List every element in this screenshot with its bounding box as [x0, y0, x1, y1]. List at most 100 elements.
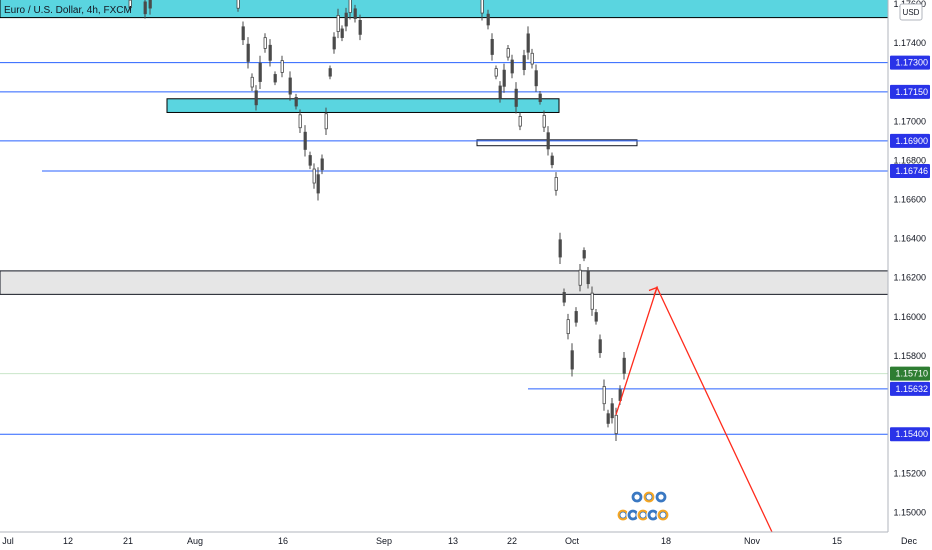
time-tick-label: 21 — [123, 536, 133, 546]
time-tick-label: 16 — [278, 536, 288, 546]
candle-body — [546, 132, 550, 150]
candle-body — [241, 26, 245, 41]
candle-body — [316, 174, 320, 194]
price-tick-label: 1.16200 — [893, 273, 926, 283]
candle-body — [610, 403, 614, 419]
time-tick-label: Sep — [376, 536, 392, 546]
candle-body — [332, 36, 336, 50]
candle-body — [586, 271, 590, 285]
candle-body — [514, 88, 518, 107]
candle-body — [614, 414, 618, 434]
candle-body — [254, 90, 258, 106]
candle-body — [490, 39, 494, 55]
candle-body — [294, 97, 298, 107]
candle-body — [554, 176, 558, 191]
economic-event-icon — [656, 508, 670, 522]
event-flag-inner-icon — [629, 511, 637, 519]
time-axis[interactable] — [0, 532, 932, 550]
time-axis-labels: Jul 12 21 Aug 16 Sep 13 22 Oct 18 Nov 15 Dec — [2, 536, 917, 546]
resistance-box — [476, 139, 638, 147]
price-tag-label: 1.17150 — [895, 87, 928, 97]
candle-body — [534, 70, 538, 87]
candle-body — [606, 413, 610, 424]
price-tick-label: 1.15200 — [893, 468, 926, 478]
candle-body — [320, 158, 324, 171]
time-tick-label: 18 — [661, 536, 671, 546]
price-tick-label: 1.17400 — [893, 38, 926, 48]
time-tick-label: Nov — [744, 536, 761, 546]
candle-body — [502, 69, 506, 87]
candle-body — [324, 113, 328, 130]
supply-zone-top — [0, 0, 889, 19]
event-flag-inner-icon — [639, 511, 647, 519]
candle-body — [562, 292, 566, 303]
candle-body — [566, 319, 570, 335]
candle-body — [480, 0, 484, 14]
candle-body — [522, 55, 526, 70]
candle-body — [348, 0, 352, 13]
candle-body — [518, 116, 522, 127]
gray-zone — [0, 270, 889, 295]
candle-body — [506, 48, 510, 58]
price-tag-1.15632 — [890, 381, 930, 396]
candle-body — [550, 155, 554, 166]
candle-body — [328, 68, 332, 77]
time-tick-label: 15 — [832, 536, 842, 546]
levels-layer — [0, 62, 888, 435]
price-tag-label: 1.16900 — [895, 136, 928, 146]
candle-body — [498, 85, 502, 99]
candle-body — [258, 62, 262, 82]
candle-body — [303, 131, 307, 150]
price-tag-label: 1.15400 — [895, 429, 928, 439]
candle-body — [510, 59, 514, 74]
currency-badge[interactable] — [899, 3, 923, 21]
candle-body — [526, 33, 530, 53]
price-axis[interactable] — [888, 0, 932, 532]
economic-event-icon — [646, 508, 660, 522]
candle-body — [590, 292, 594, 310]
candle-body — [236, 0, 240, 9]
candle-body — [486, 13, 490, 26]
candle-body — [143, 1, 147, 15]
price-tick-label: 1.15800 — [893, 351, 926, 361]
event-flag-inner-icon — [657, 493, 665, 501]
time-tick-label: 12 — [63, 536, 73, 546]
candle-body — [602, 386, 606, 405]
projection-arrowhead — [648, 286, 659, 296]
candle-body — [340, 28, 344, 38]
candle-body — [542, 114, 546, 128]
candle-body — [538, 93, 542, 102]
time-tick-label: Jul — [2, 536, 14, 546]
event-flag-inner-icon — [619, 511, 627, 519]
candle-body — [308, 155, 312, 166]
event-flag-inner-icon — [649, 511, 657, 519]
price-tag-1.15400 — [890, 427, 930, 442]
candle-body — [578, 269, 582, 286]
price-tick-label: 1.16000 — [893, 312, 926, 322]
time-tick-label: Oct — [565, 536, 580, 546]
candle-body — [273, 74, 277, 83]
candle-body — [570, 350, 574, 370]
candle-body — [358, 19, 362, 35]
event-flag-inner-icon — [633, 493, 641, 501]
time-tick-label: Dec — [901, 536, 918, 546]
candle-body — [128, 0, 132, 9]
candle-body — [582, 250, 586, 259]
candle-body — [344, 12, 348, 27]
zones-layer — [0, 0, 889, 295]
event-flag-inner-icon — [645, 493, 653, 501]
candle-body — [558, 239, 562, 258]
symbol-title: Euro / U.S. Dollar, 4h, FXCM — [4, 5, 132, 16]
price-tag-1.16900 — [890, 133, 930, 148]
price-tag-label: 1.15632 — [895, 384, 928, 394]
economic-events[interactable] — [616, 490, 670, 522]
candle-body — [280, 60, 284, 73]
candle-body — [594, 312, 598, 322]
supply-zone-mid — [166, 98, 560, 113]
candle-body — [530, 52, 534, 65]
candle-body — [298, 114, 302, 129]
time-tick-label: 22 — [507, 536, 517, 546]
price-tick-label: 1.16600 — [893, 195, 926, 205]
candle-body — [574, 311, 578, 323]
